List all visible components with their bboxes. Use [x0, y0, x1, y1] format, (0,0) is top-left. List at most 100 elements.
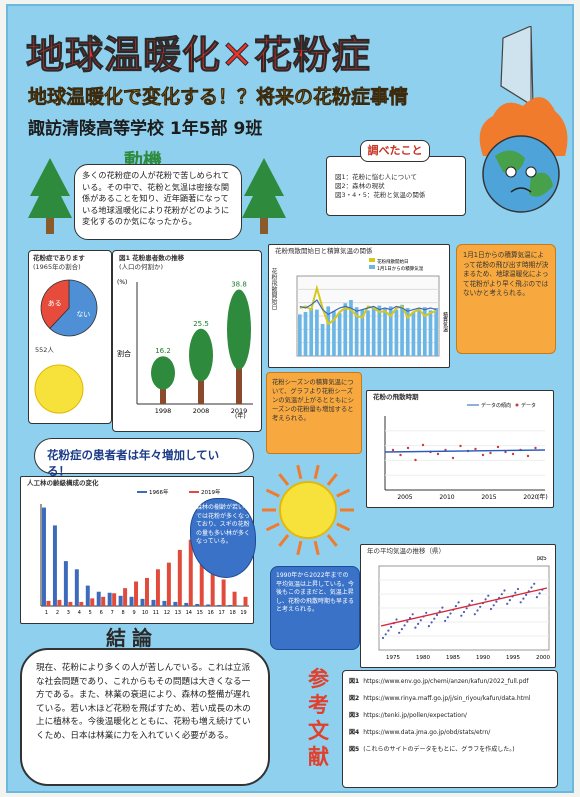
- fig2-title: 花粉飛散開始日と積算気温の関係: [275, 247, 373, 255]
- x-tick-label: 2015: [481, 494, 496, 501]
- data-point: [391, 448, 395, 452]
- bar: [46, 600, 51, 606]
- reference-item[interactable]: 図4 https://www.data.jma.go.jp/obd/stats/e…: [349, 728, 551, 737]
- legend-swatch: [369, 258, 375, 262]
- bar: [107, 592, 112, 606]
- pie-slice-label: ない: [76, 311, 90, 319]
- bar: [239, 605, 244, 606]
- bar: [118, 595, 123, 606]
- reference-url[interactable]: (これらのサイトのデータをもとに、グラフを作成した。): [363, 746, 515, 753]
- data-point: [446, 616, 449, 619]
- sun-ray: [313, 540, 320, 556]
- bar: [309, 308, 314, 356]
- data-point: [403, 624, 406, 627]
- x-tick-label: 1985: [446, 655, 460, 661]
- data-point: [495, 600, 498, 603]
- sun-ray: [296, 464, 303, 480]
- reference-url[interactable]: https://www.env.go.jp/chemi/anzen/kafun/…: [363, 678, 529, 685]
- x-tick-label: 8: [122, 610, 125, 616]
- bar: [394, 309, 399, 356]
- research-item: 図2：森林の現状: [335, 182, 385, 190]
- bar: [221, 579, 226, 606]
- x-tick-label: 18: [229, 610, 235, 616]
- reference-item[interactable]: 図1 https://www.env.go.jp/chemi/anzen/kafu…: [349, 677, 551, 686]
- bar: [199, 545, 204, 606]
- x-tick-label: 4: [78, 610, 81, 616]
- data-point: [516, 587, 520, 591]
- data-point: [400, 628, 403, 631]
- bar: [417, 309, 421, 356]
- sun-ray: [326, 473, 338, 486]
- fig1-subtitle: (人口の何割か): [119, 263, 164, 271]
- data-point: [390, 625, 393, 628]
- bar: [405, 308, 410, 356]
- tree-icon: [28, 158, 72, 234]
- data-point: [535, 596, 538, 599]
- fig3-title: 花粉の飛散時期: [373, 393, 419, 401]
- bar: [217, 604, 222, 606]
- data-point: [406, 620, 409, 623]
- school-name: 諏訪清陵高等学校 1年5部 9班: [28, 119, 263, 139]
- x-tick-label: 1998: [155, 407, 172, 415]
- page-subtitle: 地球温暖化で変化する！？将来の花粉症事情: [28, 86, 409, 109]
- bar: [315, 309, 319, 356]
- bar: [337, 312, 342, 356]
- bar: [134, 581, 139, 606]
- reference-url[interactable]: https://www.rinya.maff.go.jp/j/sin_riyou…: [363, 695, 531, 702]
- data-point: [514, 591, 517, 594]
- pie-slice: [40, 279, 70, 329]
- data-point: [506, 602, 509, 605]
- bar: [422, 307, 427, 356]
- data-point: [399, 453, 402, 457]
- data-point: [414, 458, 417, 462]
- bar: [320, 324, 325, 356]
- note-right-card: 1月1日からの積算気温によって花粉の飛び出す時期が決まるため、地球温暖化によって…: [456, 244, 556, 354]
- bar: [101, 596, 106, 606]
- bar: [162, 600, 167, 606]
- series-line: [299, 299, 437, 316]
- bar: [173, 601, 178, 606]
- data-point: [459, 444, 462, 448]
- data-point: [533, 582, 536, 585]
- bar: [400, 304, 404, 356]
- fig2-right-label: 積算気温: [442, 311, 448, 333]
- data-point: [436, 452, 440, 456]
- x-tick-label: 7: [111, 610, 114, 616]
- bar: [140, 598, 145, 606]
- bar: [428, 310, 433, 356]
- bar: [227, 289, 251, 370]
- data-point: [451, 456, 455, 460]
- data-point: [476, 609, 479, 612]
- reference-url[interactable]: https://www.data.jma.go.jp/obd/stats/etr…: [363, 729, 491, 736]
- legend-swatch: [369, 265, 375, 269]
- legend-label: データの傾向: [481, 402, 511, 409]
- bar: [74, 569, 79, 606]
- data-point: [460, 614, 463, 617]
- fig5-chart: 1975 1980 1985 1990 1995 2000 図5: [378, 555, 550, 661]
- data-point: [473, 613, 476, 616]
- sun-icon: [262, 464, 354, 556]
- data-point: [406, 446, 410, 450]
- bar: [177, 549, 182, 606]
- x-tick-label: 9: [132, 610, 135, 616]
- reference-label: 図1: [349, 678, 360, 685]
- bar: [354, 307, 359, 356]
- reference-item[interactable]: 図3 https://tenki.jp/pollen/expectation/: [349, 711, 551, 720]
- bar: [184, 602, 189, 606]
- reference-item[interactable]: 図5 (これらのサイトのデータをもとに、グラフを作成した。): [349, 745, 551, 754]
- data-point: [449, 612, 452, 615]
- reference-item[interactable]: 図2 https://www.rinya.maff.go.jp/j/sin_riy…: [349, 694, 551, 703]
- mid-note-text: 花粉シーズンの積算気温について、グラフより花粉シーズンの気温が上がるとともにシー…: [272, 379, 354, 422]
- data-point: [421, 443, 425, 447]
- reference-label: 図4: [349, 729, 360, 736]
- data-point: [471, 599, 474, 602]
- temp-note-card: 1990年から2022年までの平均気温は上昇している。今後もこのままだと、気温上…: [270, 566, 360, 650]
- reference-url[interactable]: https://tenki.jp/pollen/expectation/: [363, 712, 467, 719]
- x-tick-label: 2000: [536, 655, 550, 661]
- pie-footnote: 552人: [35, 346, 54, 354]
- x-tick-label: 1995: [506, 655, 520, 661]
- bar: [383, 308, 387, 356]
- x-tick-label: 2008: [193, 407, 210, 415]
- series-line: [299, 284, 437, 326]
- legend-label: 1966年: [149, 488, 169, 496]
